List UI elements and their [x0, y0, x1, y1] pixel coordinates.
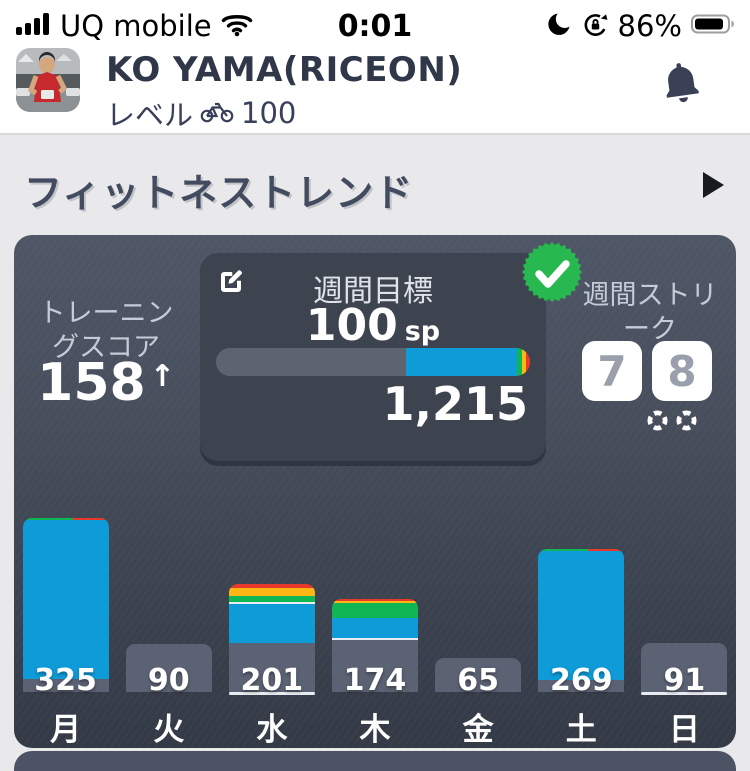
streak-next-box: 8: [652, 341, 712, 401]
clock: 0:01: [337, 8, 413, 44]
avatar[interactable]: [16, 48, 80, 112]
day-label: 水: [256, 712, 288, 748]
section-title[interactable]: フィットネストレンド: [24, 171, 414, 215]
next-card-peek: [14, 751, 736, 771]
wifi-icon: [220, 11, 254, 41]
carrier-label: UQ mobile: [60, 9, 212, 43]
status-bar: UQ mobile 0:01 86%: [0, 0, 750, 44]
progress-segment: [525, 348, 530, 376]
day-label: 金: [462, 712, 494, 748]
cellular-signal-icon: [16, 12, 52, 40]
chart-bar[interactable]: [331, 599, 418, 692]
edit-goal-icon[interactable]: [216, 267, 246, 301]
bar-value-label: 201: [240, 663, 304, 698]
streak-current-box: 7: [582, 341, 642, 401]
battery-icon: [691, 13, 736, 39]
chart-bar[interactable]: [125, 644, 212, 692]
chart-bar[interactable]: [22, 518, 109, 692]
day-label: 火: [153, 712, 185, 748]
battery-percent-label: 86%: [617, 9, 682, 43]
day-label: 木: [359, 712, 391, 748]
streak-freeze-buoy-icon: [675, 409, 698, 436]
goal-complete-check-icon: [521, 241, 583, 303]
chart-bar-column[interactable]: 91 日: [633, 513, 736, 748]
chart-bar-column[interactable]: 174 木: [323, 513, 426, 748]
notification-bell-icon[interactable]: [658, 58, 704, 110]
progress-segment: [516, 348, 522, 376]
goal-progress-bar: [216, 348, 530, 376]
chart-bar-column[interactable]: 325 月: [14, 513, 117, 748]
focus-moon-icon: [546, 11, 573, 42]
training-score: 158 ↑: [26, 353, 186, 413]
chart-bar-column[interactable]: 201 水: [220, 513, 323, 748]
day-label: 土: [565, 712, 597, 748]
training-score-value: 158: [37, 353, 146, 413]
top-white-panel: UQ mobile 0:01 86%: [0, 0, 750, 135]
level-value: 100: [241, 96, 297, 130]
bike-level-icon: [200, 96, 234, 130]
day-label: 日: [663, 695, 705, 748]
chart-bar-column[interactable]: 269 土: [530, 513, 633, 748]
streak-freeze-buoy-icon: [646, 409, 669, 436]
rotation-lock-icon: [582, 11, 609, 42]
bar-underline: [228, 692, 315, 695]
day-label: 月: [50, 712, 82, 748]
chart-bar[interactable]: [228, 584, 315, 692]
bar-value-label: 325: [34, 663, 97, 698]
level-row: レベル 100: [106, 92, 296, 134]
bar-value-label: 91: [663, 663, 706, 698]
progress-segment: [216, 348, 406, 376]
progress-segment: [521, 348, 526, 376]
weekly-goal-target: 100 sp: [200, 300, 546, 351]
username[interactable]: KO YAMA(RICEON): [106, 50, 463, 90]
level-label: レベル: [106, 98, 194, 132]
fitness-trend-card: トレーニングスコア 158 ↑ 週間目標 100 sp 1,215 週間ストリーク …: [14, 235, 736, 748]
bar-underline: [641, 692, 728, 695]
goal-value: 100: [305, 300, 398, 351]
training-score-label: トレーニングスコア: [38, 298, 174, 363]
weekly-streak-label: 週間ストリーク: [582, 280, 718, 345]
bar-value-label: 269: [549, 663, 613, 698]
score-up-arrow: ↑: [149, 359, 175, 394]
section-forward-arrow[interactable]: [703, 172, 724, 198]
weekly-bar-chart: 325 月 90 火 201 水 174 木 65 金 269 土 91 日: [14, 513, 736, 748]
chart-bar-column[interactable]: 65 金: [427, 513, 530, 748]
chart-bar[interactable]: [538, 549, 625, 692]
weekly-goal-card[interactable]: 週間目標 100 sp 1,215: [200, 253, 546, 461]
bar-value-label: 174: [343, 663, 407, 698]
bar-value-label: 65: [457, 663, 499, 698]
weekly-goal-label: 週間目標: [313, 274, 433, 309]
goal-unit: sp: [404, 316, 441, 347]
progress-segment: [405, 348, 517, 376]
goal-current-value: 1,215: [382, 377, 528, 431]
chart-bar[interactable]: [435, 658, 522, 692]
streak-freeze-row: [646, 409, 698, 436]
chart-bar[interactable]: [641, 643, 728, 692]
chart-bar-column[interactable]: 90 火: [117, 513, 220, 748]
bar-value-label: 90: [147, 663, 190, 698]
